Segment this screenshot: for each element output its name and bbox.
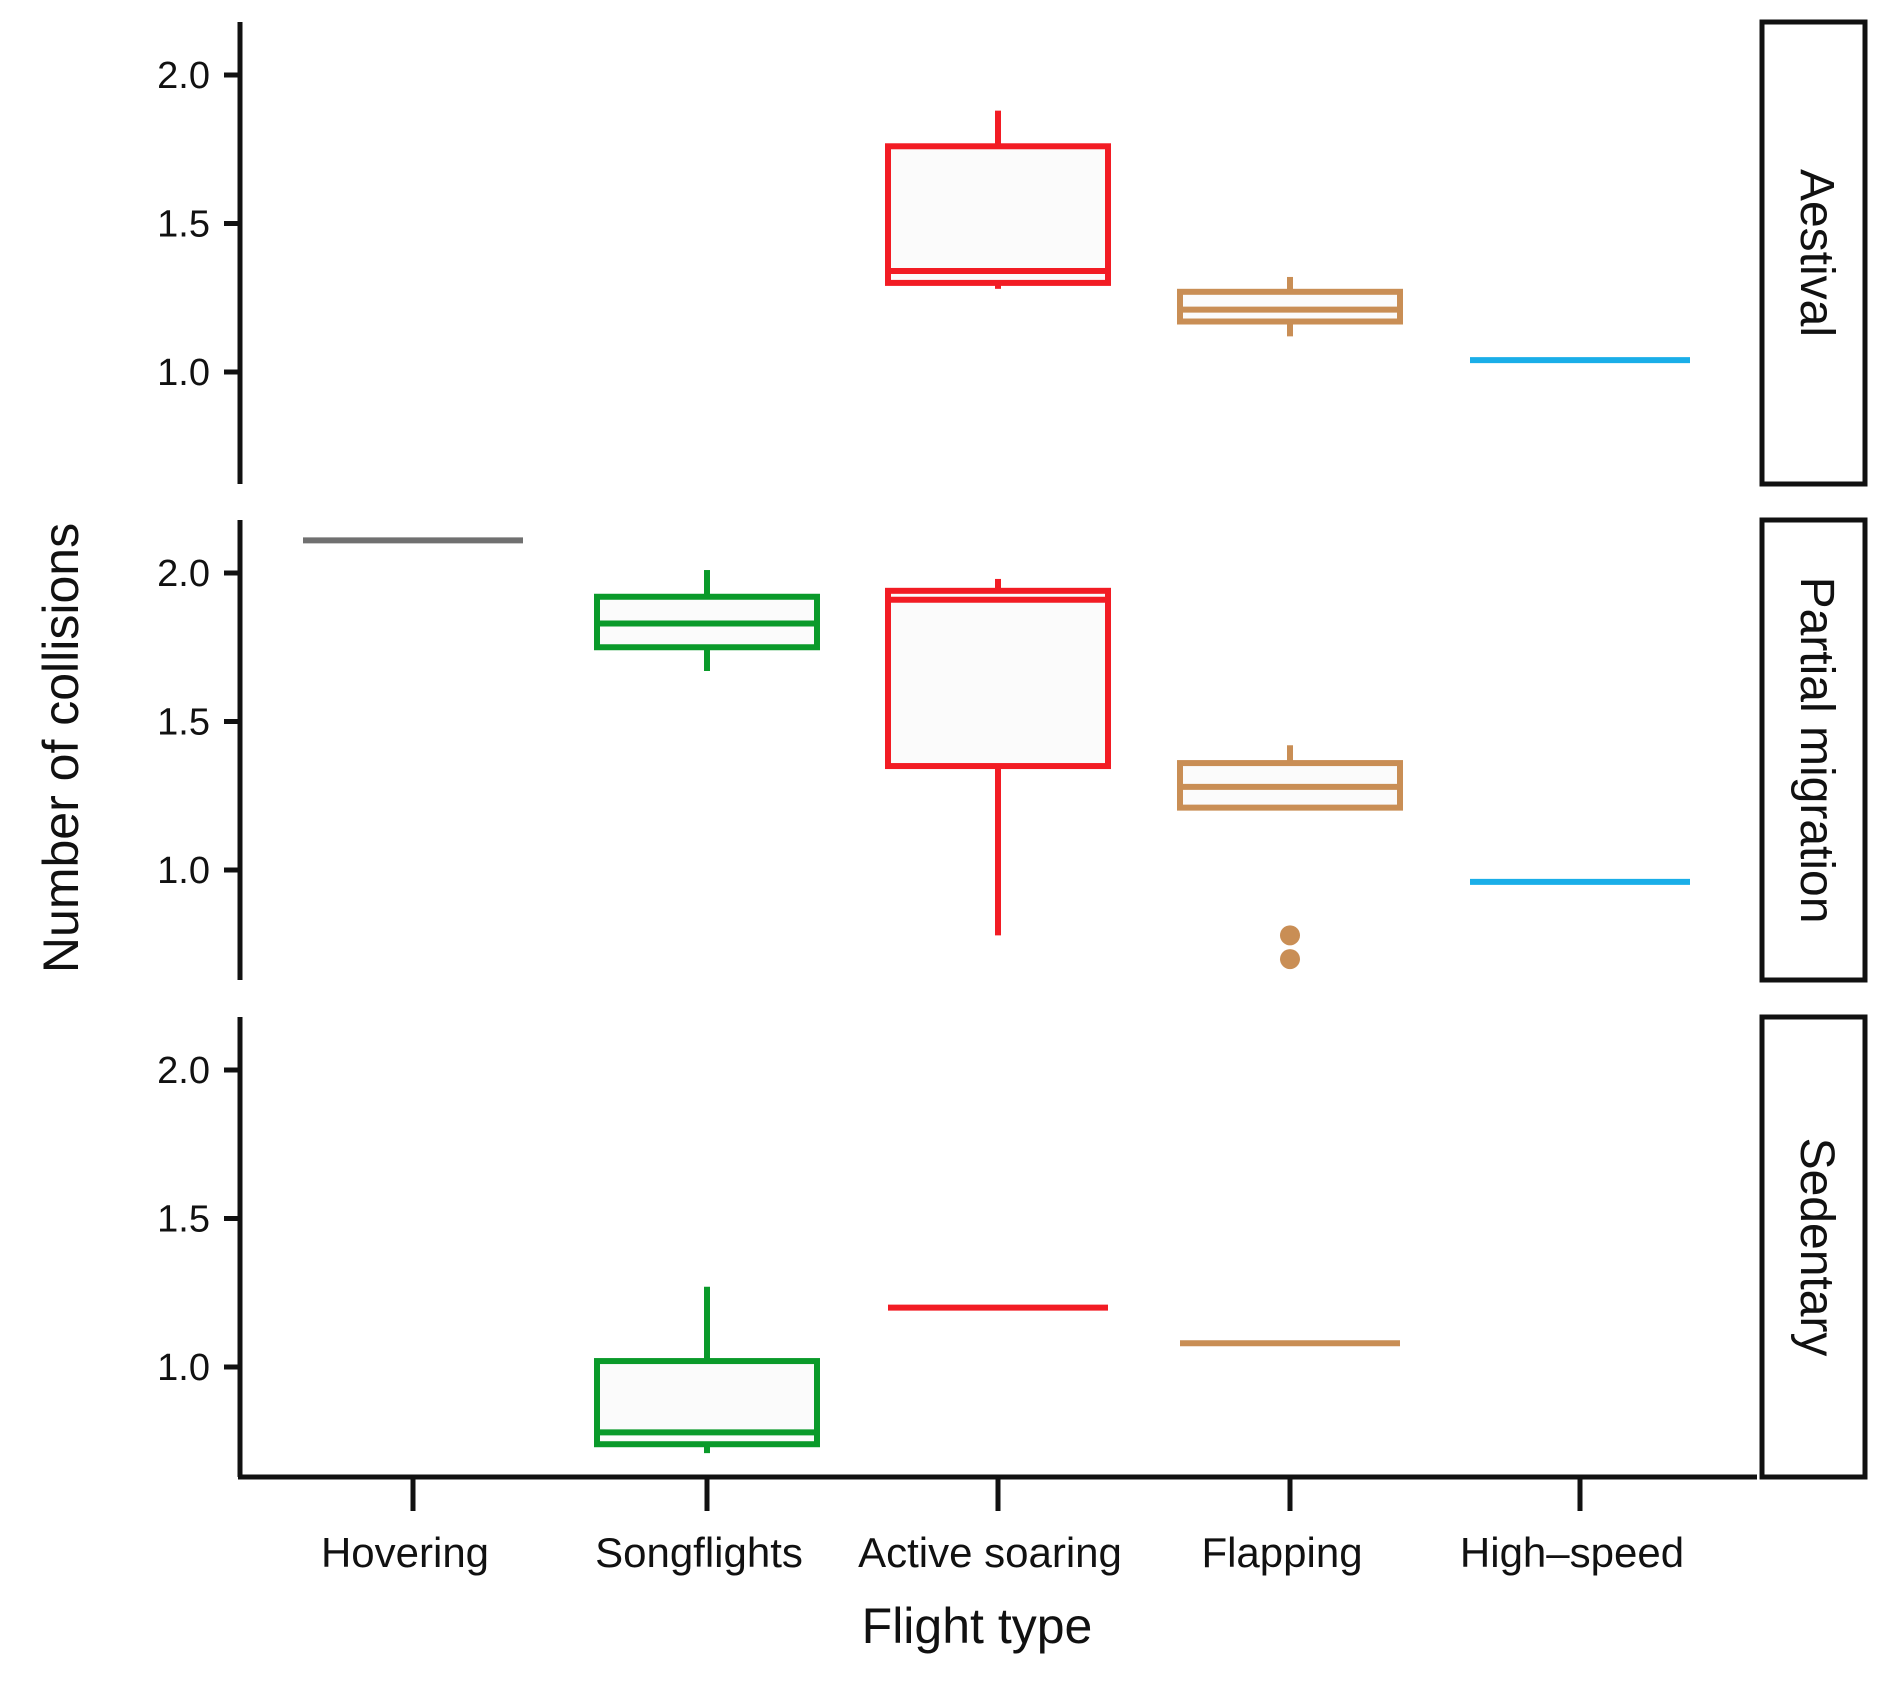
facet-strip [1759,517,1868,983]
y-tick-label: 1.5 [157,204,210,246]
facet-strip [1759,1014,1868,1480]
facet-strip-label: Aestival [1790,169,1843,337]
y-axis-title: Number of collisions [33,523,89,973]
facet-strip-label: Sedentary [1790,1138,1843,1357]
y-tick-label: 1.0 [157,850,210,892]
facet-strip-label: Partial migration [1790,577,1843,924]
y-tick-label: 1.0 [157,352,210,394]
outlier-point [1280,925,1300,946]
x-axis-title: Flight type [862,1598,1093,1654]
y-tick-label: 2.0 [157,55,210,97]
y-tick-label: 2.0 [157,553,210,595]
y-tick-label: 1.0 [157,1347,210,1389]
x-tick-label: Songflights [595,1529,803,1576]
y-tick-label: 1.5 [157,1199,210,1241]
box-rect [885,143,1111,286]
outlier-point [1280,949,1300,970]
y-tick-label: 2.0 [157,1050,210,1092]
facet-strip [1759,19,1868,487]
x-tick-label: High–speed [1460,1529,1684,1576]
x-tick-label: Active soaring [858,1529,1122,1576]
y-tick-label: 1.5 [157,702,210,744]
x-tick-label: Flapping [1201,1529,1362,1576]
x-tick-label: Hovering [321,1529,489,1576]
box-rect [885,587,1111,770]
